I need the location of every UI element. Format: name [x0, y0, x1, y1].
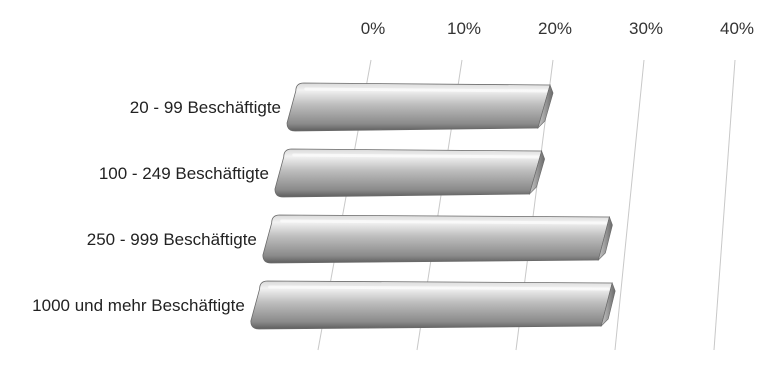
- x-tick-label: 0%: [361, 19, 386, 38]
- bar-face: [274, 148, 543, 198]
- x-axis-ticks: 0% 10% 20% 30% 40%: [361, 19, 754, 38]
- bar-face: [250, 280, 613, 330]
- bar-highlight: [268, 285, 610, 291]
- bar: [274, 148, 545, 198]
- x-tick-label: 40%: [720, 19, 754, 38]
- gridline: [713, 59, 736, 351]
- bar: [250, 280, 616, 330]
- bar: [262, 214, 613, 264]
- bar-highlight: [304, 87, 548, 93]
- bars: [250, 82, 616, 330]
- gridline: [614, 59, 645, 351]
- x-tick-label: 20%: [538, 19, 572, 38]
- bar-face: [262, 214, 610, 264]
- bar-face: [286, 82, 551, 132]
- bar-end-cap: [597, 216, 613, 261]
- category-label: 100 - 249 Beschäftigte: [99, 164, 269, 183]
- x-tick-label: 30%: [629, 19, 663, 38]
- bar-highlight: [292, 153, 540, 159]
- category-label: 250 - 999 Beschäftigte: [87, 230, 257, 249]
- bar-end-cap: [600, 281, 616, 327]
- category-labels: 20 - 99 Beschäftigte 100 - 249 Beschäftig…: [32, 98, 281, 315]
- x-tick-label: 10%: [447, 19, 481, 38]
- category-label: 1000 und mehr Beschäftigte: [32, 296, 245, 315]
- bar-end-cap: [537, 84, 554, 130]
- category-label: 20 - 99 Beschäftigte: [130, 98, 281, 117]
- bar-end-cap: [528, 150, 545, 196]
- bar-highlight: [280, 219, 607, 225]
- bar: [286, 82, 554, 132]
